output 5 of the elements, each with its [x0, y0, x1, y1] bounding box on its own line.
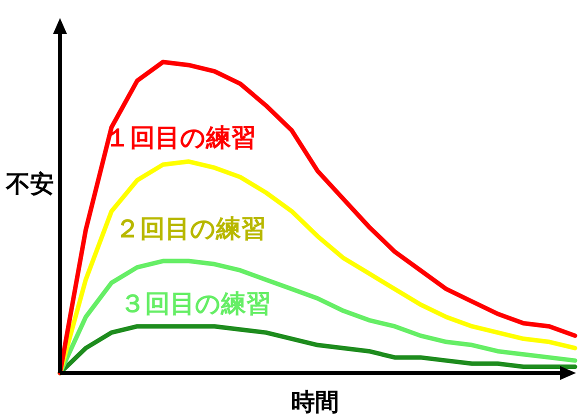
series-label: ２回目の練習 — [115, 214, 266, 243]
series-label: １回目の練習 — [105, 123, 256, 152]
y-axis-title: 不安 — [5, 170, 54, 198]
series-label: ３回目の練習 — [120, 289, 271, 318]
x-axis-title: 時間 — [291, 388, 339, 416]
